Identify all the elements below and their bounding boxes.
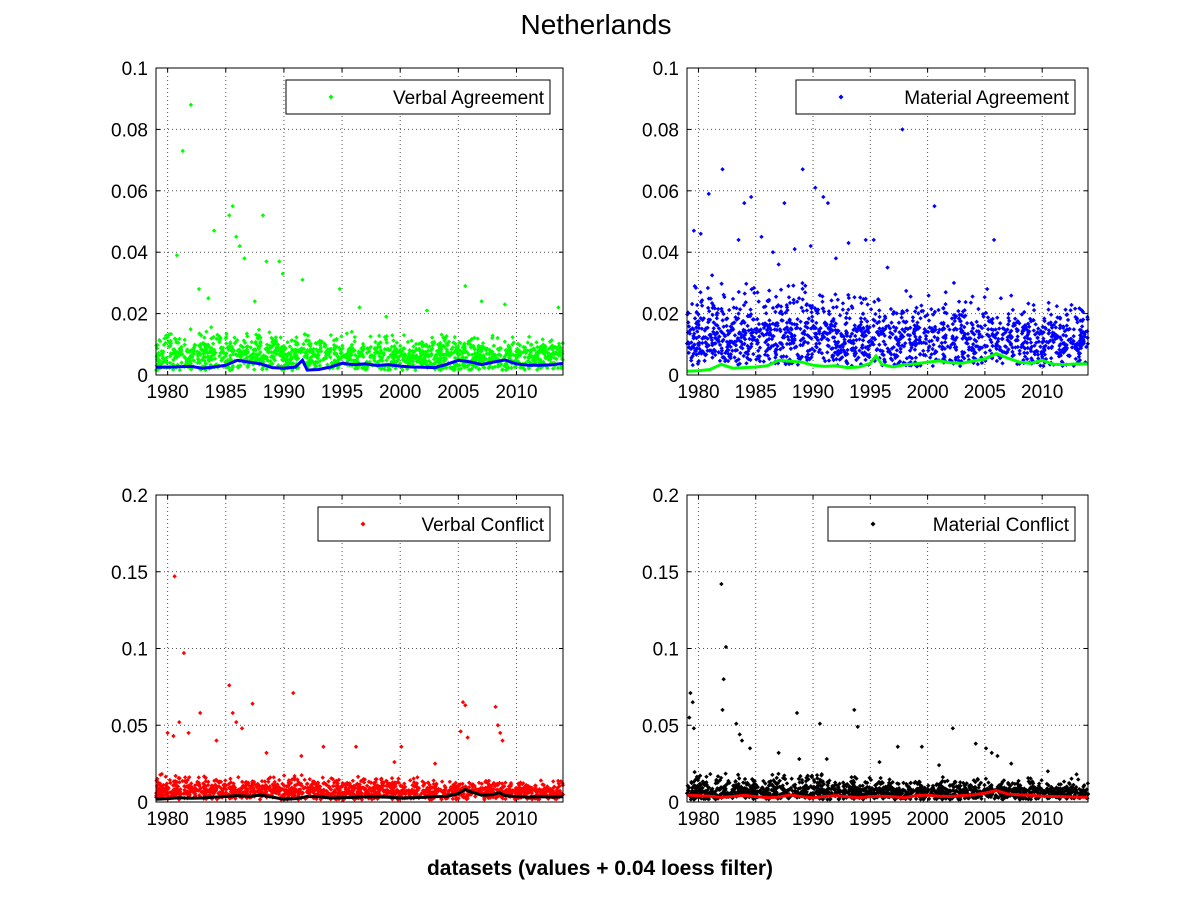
x-tick-label: 1985 [205,382,247,403]
x-tick-label: 1985 [205,809,247,830]
y-tick-label: 0 [137,366,148,387]
legend: Material Agreement [796,80,1075,114]
y-tick-label: 0.1 [122,59,148,80]
x-tick-label: 1980 [677,382,719,403]
x-tick-label: 1980 [146,382,188,403]
x-tick-label: 1985 [735,382,777,403]
x-tick-label: 1980 [146,809,188,830]
y-tick-label: 0.08 [111,120,148,141]
x-tick-label: 2010 [495,809,537,830]
x-tick-label: 1995 [849,809,891,830]
y-tick-label: 0.02 [642,305,679,326]
y-tick-label: 0.1 [122,640,148,661]
x-tick-label: 2000 [906,809,948,830]
y-tick-label: 0.15 [642,563,679,584]
y-tick-label: 0.06 [642,182,679,203]
x-tick-label: 2000 [379,382,421,403]
x-tick-label: 2005 [964,809,1006,830]
legend: Verbal Conflict [318,507,550,541]
y-tick-label: 0.2 [653,486,679,507]
x-tick-label: 2010 [1021,382,1063,403]
y-tick-label: 0.1 [653,59,679,80]
x-tick-label: 1990 [792,809,834,830]
y-tick-label: 0.06 [111,182,148,203]
figure-title: Netherlands [521,9,672,40]
x-tick-label: 1995 [321,382,363,403]
y-tick-label: 0.1 [653,640,679,661]
x-tick-label: 2005 [437,382,479,403]
x-tick-label: 1980 [677,809,719,830]
y-tick-label: 0.05 [111,716,148,737]
x-tick-label: 2005 [437,809,479,830]
x-tick-label: 2010 [1021,809,1063,830]
x-tick-label: 1990 [263,382,305,403]
x-tick-label: 2005 [964,382,1006,403]
y-tick-label: 0.2 [122,486,148,507]
legend: Verbal Agreement [286,80,550,114]
y-tick-label: 0 [668,366,679,387]
x-tick-label: 1995 [849,382,891,403]
y-tick-label: 0 [137,793,148,814]
legend-label: Material Agreement [904,88,1069,109]
subplot-1: 1980 1985 1990 1995 2000 2005 2010 0 0.02 0.04 0.0… [111,59,565,403]
x-tick-label: 2000 [379,809,421,830]
y-tick-label: 0.02 [111,305,148,326]
y-tick-label: 0.15 [111,563,148,584]
x-tick-label: 1995 [321,809,363,830]
subplot-4: 1980 1985 1990 1995 2000 2005 2010 0 0.05 0.1 0.15… [642,486,1090,830]
y-tick-label: 0.08 [642,120,679,141]
y-tick-label: 0.05 [642,716,679,737]
x-tick-label: 1985 [735,809,777,830]
x-tick-label: 1990 [792,382,834,403]
x-tick-label: 1990 [263,809,305,830]
y-tick-label: 0 [668,793,679,814]
legend-label: Verbal Agreement [393,88,545,109]
y-tick-label: 0.04 [111,243,148,264]
y-tick-label: 0.04 [642,243,679,264]
subplot-3: 1980 1985 1990 1995 2000 2005 2010 0 0.05 0.1 0.15… [111,486,565,830]
legend-label: Verbal Conflict [421,515,544,536]
x-tick-label: 2000 [906,382,948,403]
subplot-grid: 1980 1985 1990 1995 2000 2005 2010 0 0.02 0.04 0.0… [111,59,1090,830]
subplot-2: 1980 1985 1990 1995 2000 2005 2010 0 0.02 0.04 0.0… [642,59,1090,403]
x-tick-label: 2010 [495,382,537,403]
